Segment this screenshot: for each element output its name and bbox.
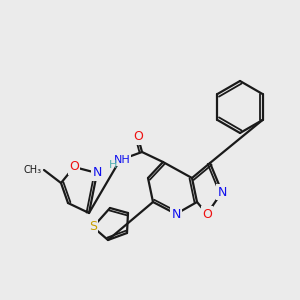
- Text: O: O: [202, 208, 212, 220]
- Text: O: O: [69, 160, 79, 173]
- Text: N: N: [171, 208, 181, 220]
- Text: N: N: [217, 185, 227, 199]
- Text: O: O: [133, 130, 143, 143]
- Text: H: H: [109, 160, 117, 170]
- Text: NH: NH: [114, 155, 130, 165]
- Text: N: N: [92, 167, 102, 179]
- Text: CH₃: CH₃: [24, 165, 42, 175]
- Text: S: S: [89, 220, 97, 233]
